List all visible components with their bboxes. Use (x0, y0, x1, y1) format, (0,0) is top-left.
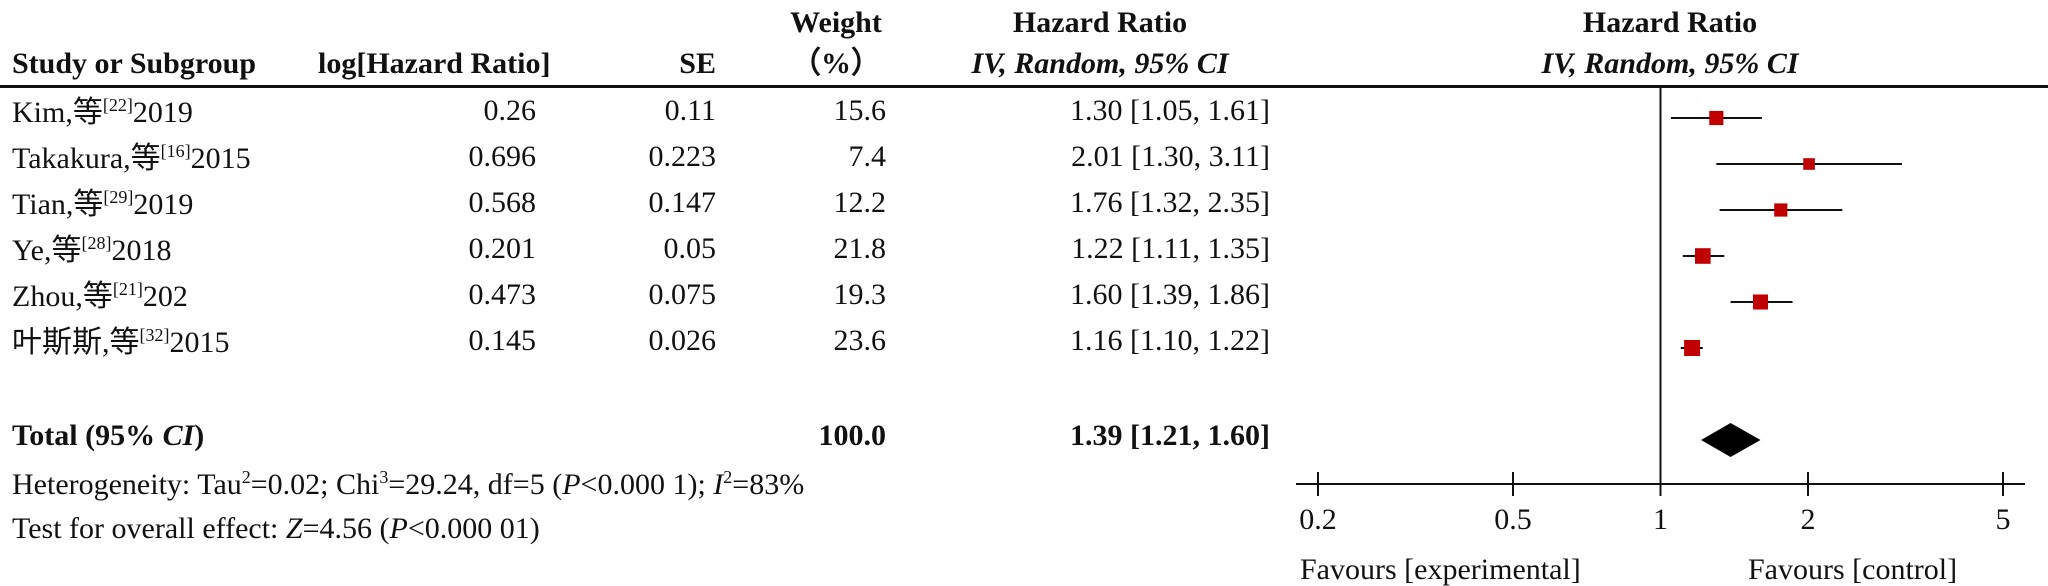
study-year: 2019 (132, 96, 193, 129)
study-ref: [22] (102, 95, 133, 115)
total-label-prefix: Total (95% (12, 419, 163, 452)
study-se: 0.147 (648, 186, 717, 219)
study-se: 0.11 (664, 94, 716, 127)
study-year: 2018 (111, 234, 172, 267)
study-label: Ye,等[28]2018 (12, 234, 171, 266)
study-weight: 7.4 (848, 140, 887, 173)
study-se: 0.075 (648, 278, 717, 311)
study-se: 0.223 (648, 140, 717, 173)
study-ci-text: 1.76 [1.32, 2.35] (1070, 186, 1270, 219)
oe-p: P (389, 512, 408, 545)
total-diamond (1701, 423, 1761, 457)
study-log-hr: 0.201 (468, 232, 537, 265)
point-estimate-box-1 (1709, 110, 1724, 126)
study-weight: 23.6 (833, 324, 887, 357)
point-estimate-box-3 (1774, 203, 1788, 217)
study-label: Tian,等[29]2019 (12, 188, 193, 220)
study-name: Zhou,等 (12, 280, 113, 313)
study-name: Kim,等 (12, 96, 103, 129)
study-weight: 15.6 (833, 94, 887, 127)
study-weight: 12.2 (833, 186, 887, 219)
het-sup2: 3 (379, 467, 389, 487)
study-ref: [32] (139, 325, 170, 345)
x-tick-label-0.2: 0.2 (1299, 503, 1337, 536)
study-label: Takakura,等[16]2015 (12, 142, 251, 174)
het-part4: <0.000 1); (580, 468, 714, 501)
study-se: 0.026 (648, 324, 717, 357)
study-name: Tian,等 (12, 188, 104, 221)
study-year: 2015 (169, 326, 230, 359)
study-log-hr: 0.696 (468, 140, 537, 173)
point-estimate-box-4 (1695, 248, 1711, 264)
x-tick-label-2: 2 (1801, 503, 1816, 536)
het-part1: Heterogeneity: Tau (12, 468, 242, 501)
study-name: Ye,等 (12, 234, 82, 267)
study-ci-text: 1.16 [1.10, 1.22] (1070, 324, 1270, 357)
total-weight: 100.0 (818, 419, 887, 452)
study-weight: 21.8 (833, 232, 887, 265)
study-label: Zhou,等[21]202 (12, 280, 188, 312)
total-label-ci: CI (162, 419, 195, 452)
header-log-hr: log[Hazard Ratio] (318, 47, 551, 80)
study-ci-text: 1.60 [1.39, 1.86] (1070, 278, 1270, 311)
header-rule (0, 85, 2048, 88)
point-estimate-box-6 (1684, 340, 1701, 356)
header-weight-line2: （%） (791, 47, 881, 80)
header-plot-line2: IV, Random, 95% CI (1541, 47, 1799, 80)
point-estimate-box-2 (1803, 158, 1815, 170)
study-label: Kim,等[22]2019 (12, 96, 193, 128)
het-sup1: 2 (241, 467, 251, 487)
total-ci-text: 1.39 [1.21, 1.60] (1070, 419, 1270, 452)
het-sup3: 2 (723, 467, 733, 487)
total-label: Total (95% CI) (12, 421, 204, 451)
header-hr-line2: IV, Random, 95% CI (971, 47, 1229, 80)
oe-z: Z (285, 512, 303, 545)
header-plot-line1: Hazard Ratio (1582, 6, 1758, 39)
study-log-hr: 0.145 (468, 324, 537, 357)
study-se: 0.05 (663, 232, 717, 265)
study-name: 叶斯斯,等 (12, 326, 140, 359)
study-log-hr: 0.568 (468, 186, 537, 219)
study-weight: 19.3 (833, 278, 887, 311)
study-ci-text: 2.01 [1.30, 3.11] (1071, 140, 1270, 173)
header-se: SE (679, 47, 716, 80)
study-ref: [28] (81, 233, 112, 253)
total-label-suffix: ) (194, 419, 205, 452)
header-weight-line1: Weight (790, 6, 882, 39)
study-ref: [29] (103, 187, 134, 207)
x-tick-label-5: 5 (1996, 503, 2011, 536)
oe-part3: <0.000 01) (407, 512, 540, 545)
het-p: P (562, 468, 581, 501)
study-year: 2019 (133, 188, 194, 221)
het-part3: =29.24, df=5 ( (388, 468, 563, 501)
het-part2: =0.02; Chi (250, 468, 380, 501)
study-label: 叶斯斯,等[32]2015 (12, 326, 230, 358)
study-ci-text: 1.22 [1.11, 1.35] (1071, 232, 1270, 265)
header-study: Study or Subgroup (12, 47, 257, 80)
oe-part1: Test for overall effect: (12, 512, 286, 545)
overall-effect-text: Test for overall effect: Z=4.56 (P<0.000… (12, 514, 540, 544)
study-ref: [21] (112, 279, 143, 299)
x-tick-label-0.5: 0.5 (1494, 503, 1532, 536)
het-i: I (713, 468, 724, 501)
study-name: Takakura,等 (12, 142, 161, 175)
study-log-hr: 0.26 (483, 94, 537, 127)
header-hr-line1: Hazard Ratio (1012, 6, 1188, 39)
study-log-hr: 0.473 (468, 278, 537, 311)
study-year: 2015 (190, 142, 251, 175)
het-part5: =83% (732, 468, 805, 501)
heterogeneity-text: Heterogeneity: Tau2=0.02; Chi3=29.24, df… (12, 468, 804, 500)
study-ref: [16] (160, 141, 191, 161)
oe-part2: =4.56 ( (302, 512, 390, 545)
study-year: 202 (142, 280, 188, 313)
study-ci-text: 1.30 [1.05, 1.61] (1070, 94, 1270, 127)
x-tick-label-1: 1 (1653, 503, 1668, 536)
point-estimate-box-5 (1752, 294, 1769, 310)
